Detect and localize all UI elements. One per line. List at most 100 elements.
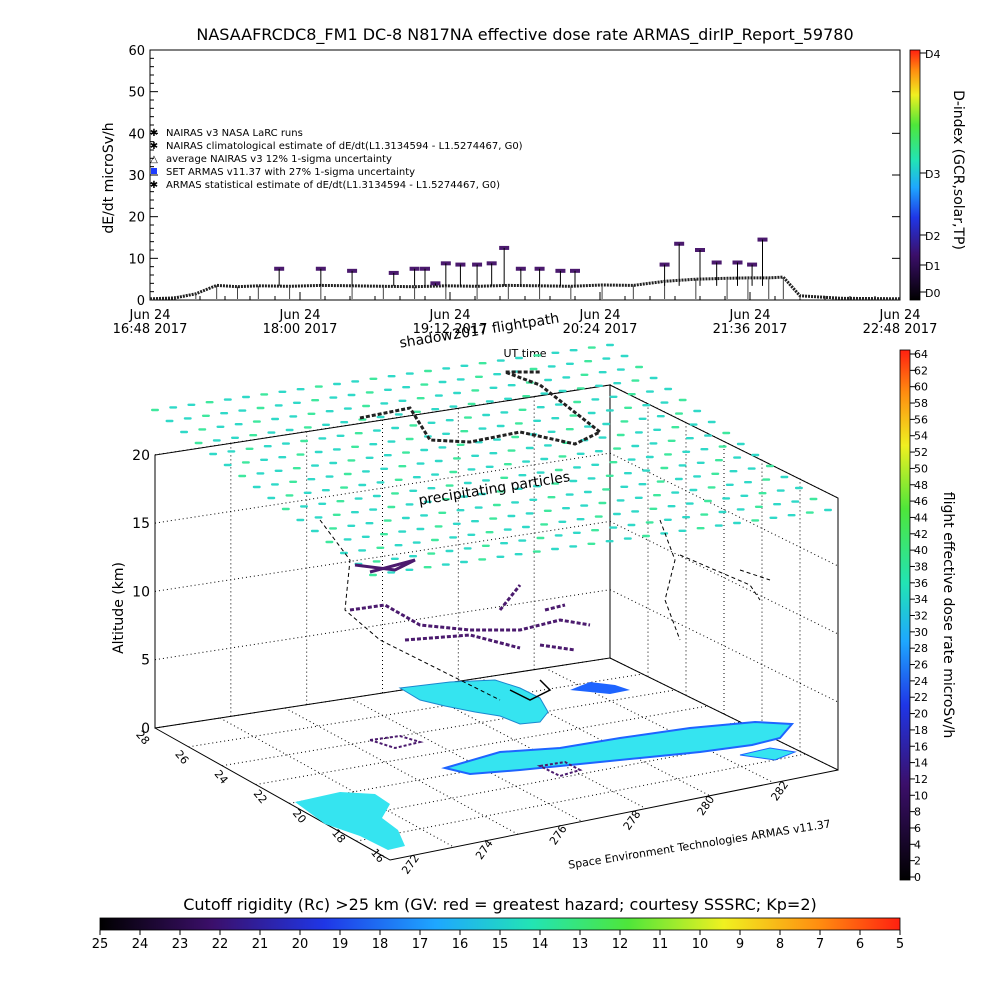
particle-mark [449,536,458,539]
particle-mark [336,500,345,503]
particle-mark [824,508,832,512]
particle-mark [351,445,360,448]
particle-mark [532,550,541,553]
top-x-tick-time: 20:24 2017 [563,322,638,337]
particle-mark [518,474,527,477]
particle-mark [485,465,494,468]
particle-mark [533,419,542,422]
particle-mark [656,480,665,483]
particle-mark [278,456,287,459]
colorbar-tick-label: 30 [914,626,928,639]
floor-gridline [284,707,519,835]
particle-mark [729,470,738,473]
particle-mark [722,497,731,500]
particle-mark [340,486,349,489]
rc-tick-label: 6 [856,937,864,952]
particle-mark [565,493,574,496]
particle-mark [350,511,359,514]
particle-mark [580,373,589,376]
particle-mark [387,375,396,378]
wall-gridline [154,384,611,456]
top-y-axis: 0 10 20 30 40 50 60 [128,44,900,309]
particle-mark [358,549,367,552]
particle-mark [707,486,716,489]
particle-mark [554,403,563,406]
particle-mark [638,483,647,486]
rc-tick-label: 17 [412,937,429,952]
colorbar-tick-label: 16 [914,740,928,753]
particle-mark [463,547,472,550]
particle-mark [478,427,487,430]
particle-mark [223,463,232,467]
particle-mark [478,362,487,365]
particle-mark [642,469,651,472]
particle-mark [449,405,458,408]
colorbar-tick-label: 18 [914,724,928,737]
particle-mark [809,497,818,501]
particle-mark [543,444,552,447]
colorbar-tick-label: 8 [914,806,921,819]
cutoff-rigidity-colorbar [99,917,901,931]
particle-mark [631,379,640,382]
rc-tick-label: 5 [896,937,904,952]
particle-mark [660,532,669,535]
particle-mark [365,522,374,525]
particle-mark [369,573,377,577]
particle-mark [489,517,498,520]
particle-mark [194,441,203,445]
particle-mark [405,568,414,571]
latitude-tick-label: 24 [212,768,231,787]
longitude-tick-label: 272 [399,852,422,877]
colorbar-tick-label: 52 [914,446,928,459]
particle-mark [456,443,465,446]
top-x-tick-time: 16:48 2017 [113,322,188,337]
particle-mark [318,502,327,505]
particle-mark [780,475,789,479]
altitude-axis-label: Altitude (km) [111,562,127,654]
particle-mark [511,435,520,439]
particle-mark [369,508,378,511]
particle-mark [416,527,425,531]
particle-mark [445,484,454,487]
particle-mark [303,426,312,429]
particle-mark [463,416,472,419]
particle-mark [489,452,498,455]
colorbar-tick-label: 20 [914,708,928,721]
particle-mark [242,395,250,399]
particle-mark [736,442,745,446]
particle-mark [343,538,352,541]
particle-mark [310,529,319,533]
particle-mark [245,447,254,450]
colorbar-tick-label: 6 [914,822,921,835]
particle-mark [565,428,574,431]
particle-mark [365,391,374,394]
particle-mark [554,534,563,537]
particle-mark [744,481,752,484]
particle-mark [598,501,607,505]
particle-mark [441,498,450,501]
particle-mark [591,463,600,466]
particle-mark [260,458,269,461]
particle-mark [314,516,323,519]
particle-mark [493,373,502,376]
particle-mark [376,415,385,419]
particle-mark [572,531,581,534]
particle-mark [594,450,603,453]
particle-mark [685,502,694,505]
particle-mark [511,501,520,504]
particle-mark [354,497,363,500]
particle-mark [674,477,683,481]
rc-tick-label: 21 [252,937,269,952]
particle-mark [544,378,553,382]
longitude-tick-label: 276 [547,823,570,848]
particle-mark [322,423,330,426]
altitude-tick-label: 10 [132,584,150,600]
particle-mark [678,529,687,532]
particle-mark [340,421,349,424]
particle-mark [151,408,159,412]
particle-mark [736,508,745,511]
particle-mark [383,454,392,457]
particle-mark [361,470,370,473]
particle-mark [482,479,490,482]
particle-mark [587,411,596,415]
